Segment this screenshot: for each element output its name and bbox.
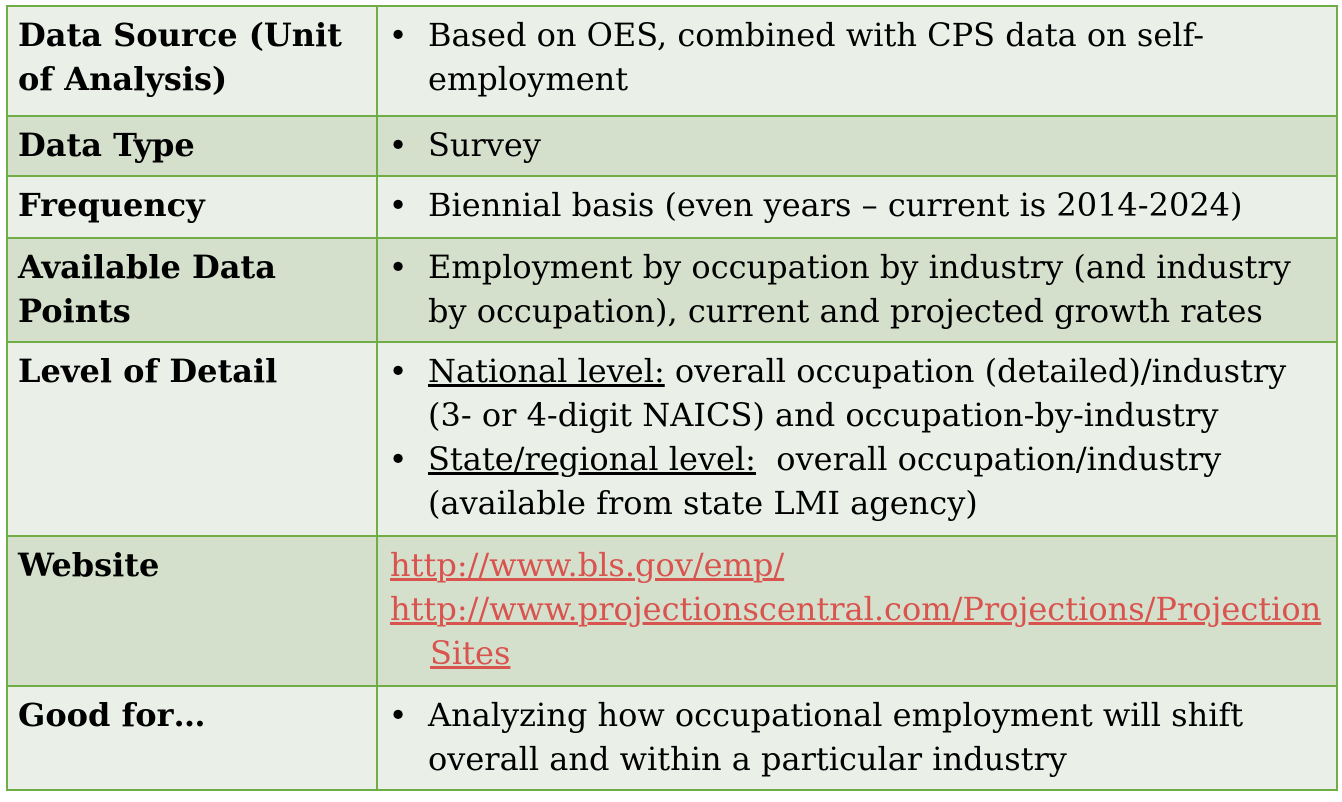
- bullet-icon: •: [388, 16, 408, 54]
- table-row-frequency: Frequency • Biennial basis (even years –…: [6, 175, 1338, 239]
- bullet-item: • Analyzing how occupational employment …: [388, 693, 1326, 781]
- row-label: Data Source (Unit of Analysis): [6, 5, 378, 117]
- bullet-item: • Employment by occupation by industry (…: [388, 245, 1326, 333]
- data-source-table: Data Source (Unit of Analysis) • Based o…: [6, 5, 1338, 791]
- bullet-list: • Survey: [388, 123, 1326, 167]
- bullet-item: • Biennial basis (even years – current i…: [388, 183, 1326, 227]
- row-value: • National level: overall occupation (de…: [376, 341, 1338, 537]
- bullet-item: • Based on OES, combined with CPS data o…: [388, 13, 1326, 101]
- bullet-icon: •: [388, 696, 408, 734]
- bullet-icon: •: [388, 126, 408, 164]
- bullet-item: • Survey: [388, 123, 1326, 167]
- table-row-data-type: Data Type • Survey: [6, 115, 1338, 177]
- detail-text-state: overall occupation/industry (available f…: [428, 440, 1232, 522]
- table-row-level-of-detail: Level of Detail • National level: overal…: [6, 341, 1338, 537]
- table-row-data-source: Data Source (Unit of Analysis) • Based o…: [6, 5, 1338, 117]
- bullet-list: • Employment by occupation by industry (…: [388, 245, 1326, 333]
- bullet-icon: •: [388, 248, 408, 286]
- bullet-icon: •: [388, 186, 408, 224]
- bullet-item: • State/regional level: overall occupati…: [388, 437, 1326, 525]
- table-row-available-data-points: Available Data Points • Employment by oc…: [6, 237, 1338, 343]
- bullet-text: Analyzing how occupational employment wi…: [428, 696, 1244, 778]
- detail-heading-national: National level:: [428, 352, 665, 390]
- row-value: http://www.bls.gov/emp/ http://www.proje…: [376, 535, 1338, 687]
- row-label: Available Data Points: [6, 237, 378, 343]
- bullet-list: • Analyzing how occupational employment …: [388, 693, 1326, 781]
- row-label: Frequency: [6, 175, 378, 239]
- row-label: Level of Detail: [6, 341, 378, 537]
- bullet-text: Biennial basis (even years – current is …: [428, 186, 1243, 224]
- detail-heading-state: State/regional level:: [428, 440, 756, 478]
- row-value: • Based on OES, combined with CPS data o…: [376, 5, 1338, 117]
- bullet-icon: •: [388, 352, 408, 390]
- row-label: Website: [6, 535, 378, 687]
- bullet-list: • Based on OES, combined with CPS data o…: [388, 13, 1326, 101]
- bullet-icon: •: [388, 440, 408, 478]
- row-label: Data Type: [6, 115, 378, 177]
- table-row-website: Website http://www.bls.gov/emp/ http://w…: [6, 535, 1338, 687]
- detail-text-national: overall occupation (detailed)/industry (…: [428, 352, 1287, 434]
- row-value: • Employment by occupation by industry (…: [376, 237, 1338, 343]
- bullet-list: • Biennial basis (even years – current i…: [388, 183, 1326, 227]
- row-value: • Biennial basis (even years – current i…: [376, 175, 1338, 239]
- website-link-projectionscentral[interactable]: http://www.projectionscentral.com/Projec…: [390, 590, 1322, 672]
- bullet-item: • National level: overall occupation (de…: [388, 349, 1326, 437]
- row-value: • Survey: [376, 115, 1338, 177]
- bullet-text: Survey: [428, 126, 541, 164]
- row-value: • Analyzing how occupational employment …: [376, 685, 1338, 791]
- bullet-text: Employment by occupation by industry (an…: [428, 248, 1291, 330]
- bullet-text: Based on OES, combined with CPS data on …: [428, 16, 1205, 98]
- bullet-list: • National level: overall occupation (de…: [388, 349, 1326, 525]
- website-link-bls[interactable]: http://www.bls.gov/emp/: [390, 546, 785, 584]
- row-label: Good for…: [6, 685, 378, 791]
- table-row-good-for: Good for… • Analyzing how occupational e…: [6, 685, 1338, 791]
